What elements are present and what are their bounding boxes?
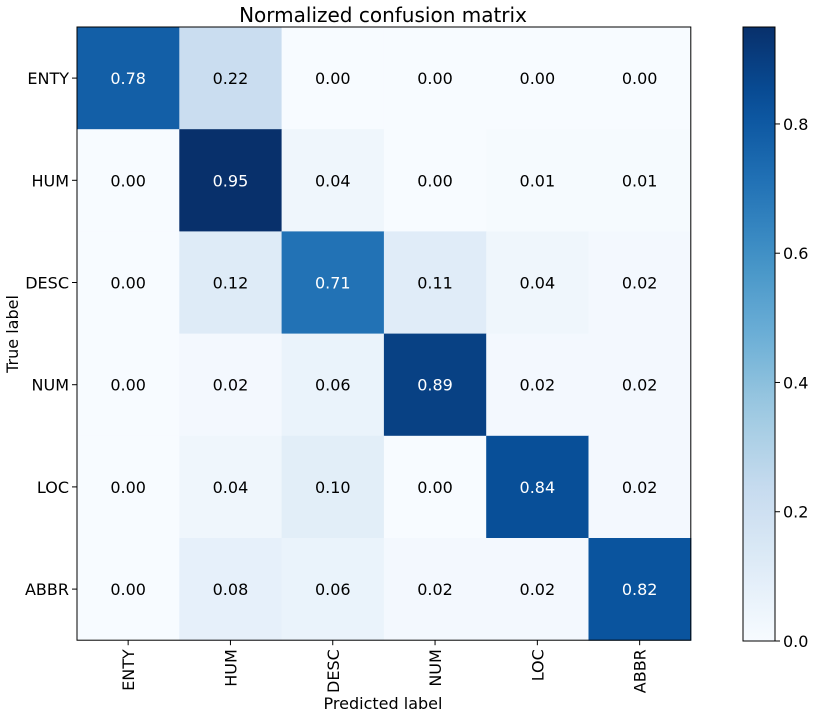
cell-value-label: 0.00 (110, 376, 146, 395)
x-tick-label: HUM (221, 649, 240, 687)
heatmap-cell (383, 129, 487, 232)
heatmap-cell (281, 27, 385, 130)
heatmap-cell (486, 333, 589, 437)
heatmap-cell (588, 333, 692, 437)
heatmap-cell (486, 538, 589, 641)
cell-value-label: 0.06 (315, 580, 351, 599)
cell-value-label: 0.02 (213, 376, 249, 395)
cell-value-label: 0.22 (213, 69, 249, 88)
cell-value-label: 0.08 (213, 580, 249, 599)
y-tick-label: HUM (31, 171, 69, 190)
x-tick-label: ENTY (119, 649, 138, 691)
colorbar-tick-label: 0.0 (783, 632, 808, 651)
plot-frame (76, 26, 692, 641)
heatmap-cell (486, 27, 589, 130)
heatmap-cell (77, 538, 180, 641)
y-tick-label: DESC (25, 274, 69, 293)
heatmap-cell (77, 333, 180, 437)
y-axis-label: True label (3, 295, 22, 374)
colorbar: 0.0 0.2 0.4 0.6 0.8 (742, 26, 808, 651)
x-tick-label: DESC (324, 649, 343, 693)
heatmap-cell (486, 435, 589, 539)
heatmap-cell (179, 27, 283, 130)
heatmap-cell (383, 333, 487, 437)
cell-value-label: 0.00 (315, 69, 351, 88)
heatmap-cell (77, 231, 180, 335)
heatmap-cell (281, 435, 385, 539)
heatmap-cell (588, 435, 692, 539)
heatmap-cell (281, 231, 385, 335)
heatmap-cell (588, 231, 692, 335)
cell-value-label: 0.00 (417, 69, 453, 88)
heatmap-cell (383, 27, 487, 130)
heatmap-cell (179, 538, 283, 641)
heatmap-cell (179, 231, 283, 335)
cell-value-label: 0.02 (520, 376, 556, 395)
heatmap-cell (281, 129, 385, 232)
y-tick-label: ABBR (25, 580, 69, 599)
cell-value-label: 0.71 (315, 274, 351, 293)
cell-value-label: 0.04 (213, 478, 249, 497)
x-tick-label: ABBR (631, 649, 650, 693)
heatmap-cell (588, 27, 692, 130)
x-axis-ticks: ENTY HUM DESC NUM LOC ABBR (119, 640, 650, 693)
x-tick-label: LOC (528, 649, 547, 681)
heatmap-cell (281, 333, 385, 437)
heatmap-cell (77, 435, 180, 539)
cell-value-label: 0.00 (110, 580, 146, 599)
heatmap-cell (77, 129, 180, 232)
cell-value-label: 0.11 (417, 274, 453, 293)
y-tick-label: ENTY (27, 69, 69, 88)
colorbar-tick-label: 0.2 (783, 503, 808, 522)
cell-value-label: 0.02 (622, 376, 658, 395)
cell-value-label: 0.00 (110, 274, 146, 293)
cell-value-label: 0.78 (110, 69, 146, 88)
y-tick-label: NUM (32, 376, 69, 395)
cell-value-label: 0.01 (622, 171, 658, 190)
cell-value-label: 0.00 (110, 478, 146, 497)
cell-value-label: 0.12 (213, 274, 249, 293)
heatmap-cell (486, 129, 589, 232)
cell-value-label: 0.00 (417, 171, 453, 190)
cell-value-label: 0.10 (315, 478, 351, 497)
cell-value-label: 0.00 (520, 69, 556, 88)
cell-value-label: 0.06 (315, 376, 351, 395)
cell-value-label: 0.82 (622, 580, 658, 599)
cell-value-label: 0.02 (622, 478, 658, 497)
heatmap-cell (179, 129, 283, 232)
y-tick-label: LOC (37, 478, 69, 497)
heatmap-cell (77, 27, 180, 130)
cell-value-label: 0.84 (520, 478, 556, 497)
heatmap-cell (281, 538, 385, 641)
cell-value-label: 0.04 (520, 274, 556, 293)
cell-value-label: 0.95 (213, 171, 249, 190)
heatmap-cell (588, 538, 692, 641)
heatmap-cell (383, 231, 487, 335)
x-tick-label: NUM (426, 649, 445, 686)
y-axis-ticks: ENTY HUM DESC NUM LOC ABBR (25, 69, 77, 599)
cell-value-label: 0.02 (417, 580, 453, 599)
colorbar-tick-label: 0.8 (783, 115, 808, 134)
heatmap-cells: 0.78 0.22 0.00 0.00 0.00 0.00 0.00 0.95 0.04 0.00… (77, 27, 692, 641)
heatmap-cell (383, 538, 487, 641)
colorbar-tick-label: 0.4 (783, 373, 808, 392)
chart-title: Normalized confusion matrix (239, 3, 527, 27)
heatmap-cell (486, 231, 589, 335)
cell-value-label: 0.00 (417, 478, 453, 497)
x-axis-label: Predicted label (324, 694, 443, 713)
cell-value-label: 0.01 (520, 171, 556, 190)
colorbar-gradient (742, 26, 776, 642)
cell-value-label: 0.00 (622, 69, 658, 88)
cell-value-label: 0.02 (520, 580, 556, 599)
cell-value-label: 0.89 (417, 376, 453, 395)
cell-value-label: 0.04 (315, 171, 351, 190)
cell-value-label: 0.02 (622, 274, 658, 293)
heatmap-cell (383, 435, 487, 539)
cell-value-label: 0.00 (110, 171, 146, 190)
colorbar-tick-label: 0.6 (783, 244, 808, 263)
heatmap-cell (179, 333, 283, 437)
heatmap-cell (588, 129, 692, 232)
heatmap-cell (179, 435, 283, 539)
